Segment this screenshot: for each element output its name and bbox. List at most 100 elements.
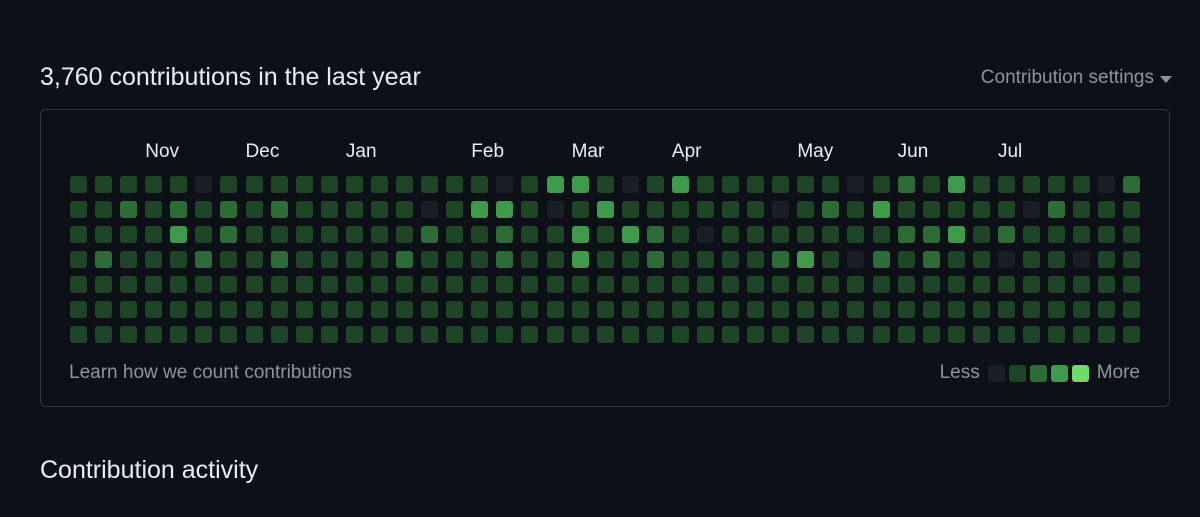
contribution-day-cell[interactable] (947, 326, 965, 344)
contribution-day-cell[interactable] (972, 176, 990, 193)
contribution-day-cell[interactable] (95, 251, 113, 269)
contribution-day-cell[interactable] (571, 251, 589, 269)
contribution-day-cell[interactable] (521, 226, 539, 244)
contribution-day-cell[interactable] (596, 226, 614, 244)
contribution-day-cell[interactable] (1123, 301, 1141, 319)
contribution-day-cell[interactable] (95, 201, 113, 219)
contribution-day-cell[interactable] (120, 201, 138, 219)
contribution-day-cell[interactable] (370, 226, 388, 244)
contribution-day-cell[interactable] (496, 276, 514, 294)
contribution-day-cell[interactable] (295, 301, 313, 319)
contribution-day-cell[interactable] (571, 301, 589, 319)
contribution-day-cell[interactable] (897, 276, 915, 294)
contribution-day-cell[interactable] (396, 201, 414, 219)
contribution-day-cell[interactable] (922, 201, 940, 219)
contribution-day-cell[interactable] (697, 301, 714, 319)
contribution-day-cell[interactable] (847, 201, 865, 219)
contribution-day-cell[interactable] (145, 326, 163, 344)
contribution-day-cell[interactable] (245, 201, 263, 219)
contribution-day-cell[interactable] (170, 326, 188, 344)
contribution-day-cell[interactable] (872, 301, 890, 319)
contribution-day-cell[interactable] (546, 301, 564, 319)
contribution-day-cell[interactable] (1023, 201, 1041, 219)
contribution-day-cell[interactable] (421, 326, 439, 344)
contribution-day-cell[interactable] (295, 251, 313, 269)
contribution-day-cell[interactable] (95, 301, 113, 319)
contribution-day-cell[interactable] (772, 326, 790, 344)
contribution-day-cell[interactable] (1123, 201, 1141, 219)
contribution-day-cell[interactable] (697, 326, 714, 344)
contribution-day-cell[interactable] (722, 226, 740, 244)
contribution-day-cell[interactable] (145, 226, 163, 244)
contribution-day-cell[interactable] (170, 276, 188, 294)
contribution-day-cell[interactable] (922, 326, 940, 344)
contribution-day-cell[interactable] (1098, 226, 1116, 244)
contribution-day-cell[interactable] (245, 176, 263, 193)
contribution-day-cell[interactable] (1023, 251, 1041, 269)
contribution-day-cell[interactable] (621, 326, 639, 344)
contribution-day-cell[interactable] (972, 276, 990, 294)
contribution-day-cell[interactable] (922, 301, 940, 319)
contribution-day-cell[interactable] (747, 326, 765, 344)
contribution-day-cell[interactable] (646, 201, 664, 219)
contribution-day-cell[interactable] (897, 251, 915, 269)
contribution-day-cell[interactable] (370, 201, 388, 219)
contribution-day-cell[interactable] (897, 176, 915, 193)
contribution-day-cell[interactable] (320, 276, 338, 294)
contribution-day-cell[interactable] (822, 276, 840, 294)
contribution-day-cell[interactable] (1048, 201, 1066, 219)
contribution-day-cell[interactable] (421, 251, 439, 269)
contribution-day-cell[interactable] (446, 226, 464, 244)
contribution-day-cell[interactable] (596, 251, 614, 269)
contribution-day-cell[interactable] (1073, 326, 1091, 344)
contribution-day-cell[interactable] (245, 301, 263, 319)
contribution-day-cell[interactable] (95, 326, 113, 344)
contribution-day-cell[interactable] (496, 326, 514, 344)
contribution-day-cell[interactable] (922, 276, 940, 294)
contribution-day-cell[interactable] (847, 301, 865, 319)
contribution-day-cell[interactable] (396, 251, 414, 269)
contribution-day-cell[interactable] (1048, 301, 1066, 319)
contribution-day-cell[interactable] (722, 201, 740, 219)
contribution-day-cell[interactable] (747, 301, 765, 319)
contribution-day-cell[interactable] (320, 326, 338, 344)
contribution-day-cell[interactable] (772, 301, 790, 319)
contribution-day-cell[interactable] (671, 251, 689, 269)
contribution-day-cell[interactable] (421, 301, 439, 319)
contribution-day-cell[interactable] (972, 301, 990, 319)
contribution-day-cell[interactable] (270, 226, 288, 244)
contribution-day-cell[interactable] (220, 276, 238, 294)
contribution-day-cell[interactable] (195, 301, 213, 319)
contribution-day-cell[interactable] (621, 226, 639, 244)
contribution-day-cell[interactable] (872, 251, 890, 269)
contribution-day-cell[interactable] (546, 326, 564, 344)
contribution-day-cell[interactable] (797, 226, 815, 244)
contribution-day-cell[interactable] (1123, 176, 1141, 193)
contribution-day-cell[interactable] (897, 326, 915, 344)
contribution-day-cell[interactable] (997, 226, 1015, 244)
contribution-day-cell[interactable] (997, 326, 1015, 344)
contribution-day-cell[interactable] (1123, 276, 1141, 294)
contribution-day-cell[interactable] (1073, 276, 1091, 294)
contribution-day-cell[interactable] (1073, 251, 1091, 269)
contribution-day-cell[interactable] (621, 276, 639, 294)
contribution-day-cell[interactable] (646, 176, 664, 193)
contribution-day-cell[interactable] (847, 326, 865, 344)
contribution-day-cell[interactable] (421, 176, 439, 193)
contribution-day-cell[interactable] (421, 226, 439, 244)
contribution-day-cell[interactable] (170, 226, 188, 244)
contribution-day-cell[interactable] (671, 326, 689, 344)
contribution-day-cell[interactable] (822, 301, 840, 319)
contribution-day-cell[interactable] (997, 201, 1015, 219)
contribution-day-cell[interactable] (722, 276, 740, 294)
contribution-day-cell[interactable] (421, 276, 439, 294)
contribution-day-cell[interactable] (220, 201, 238, 219)
contribution-day-cell[interactable] (95, 276, 113, 294)
contribution-day-cell[interactable] (521, 326, 539, 344)
contribution-day-cell[interactable] (345, 201, 363, 219)
contribution-day-cell[interactable] (972, 201, 990, 219)
contribution-day-cell[interactable] (95, 176, 113, 193)
contribution-day-cell[interactable] (1098, 201, 1116, 219)
contribution-day-cell[interactable] (145, 176, 163, 193)
contribution-day-cell[interactable] (922, 176, 940, 193)
